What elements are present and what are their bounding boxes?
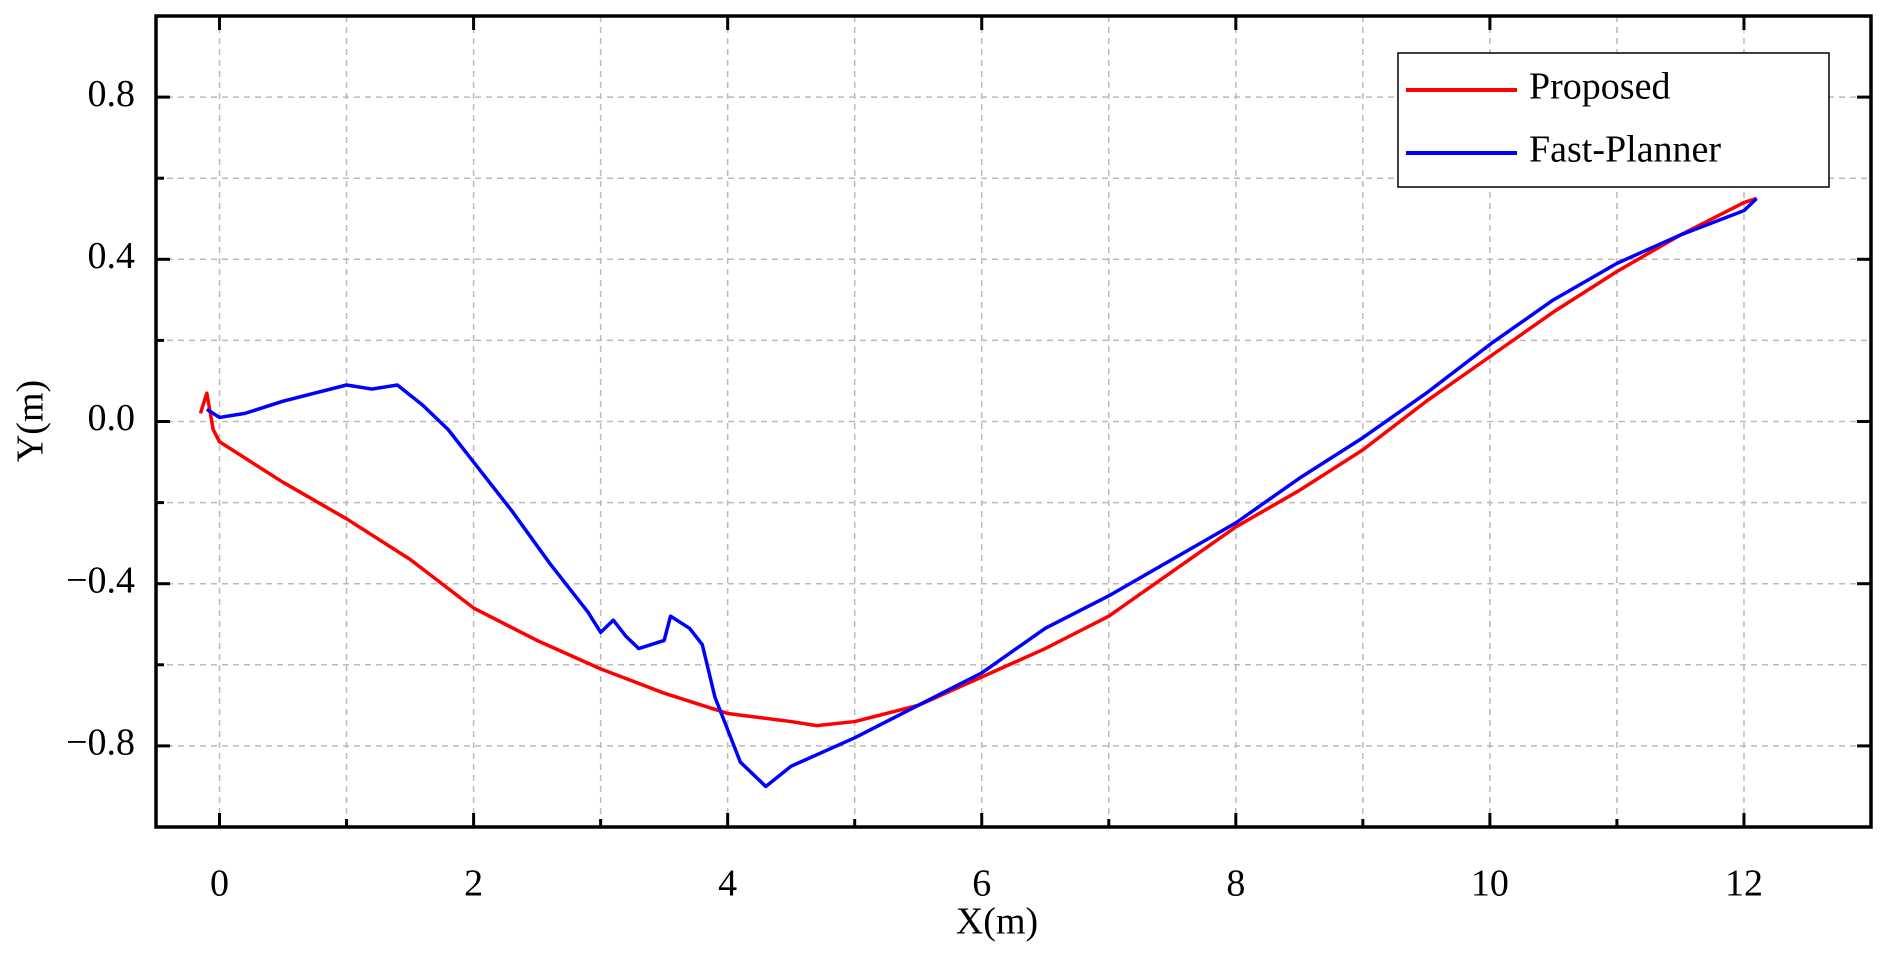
legend-label: Proposed [1529,66,1670,108]
x-tick-label: 4 [718,863,737,905]
plot-frame [154,14,1873,829]
y-tick-label: 0.4 [88,235,136,277]
x-tick-label: 10 [1471,863,1509,905]
x-tick-label: 12 [1725,863,1763,905]
y-tick-label: 0.0 [88,397,136,439]
x-tick-label: 0 [210,863,229,905]
x-tick-label: 8 [1226,863,1245,905]
x-axis-label: X(m) [956,901,1038,943]
x-tick-label: 2 [464,863,483,905]
y-tick-label: −0.4 [66,559,135,601]
y-axis-label: Y(m) [10,380,52,462]
y-tick-label: −0.8 [66,722,135,764]
data-line [198,196,1758,728]
legend-box [1397,52,1830,188]
y-tick-label: 0.8 [88,73,136,115]
x-tick-label: 6 [972,863,991,905]
data-line [205,197,1758,789]
legend-label: Fast-Planner [1529,129,1721,171]
